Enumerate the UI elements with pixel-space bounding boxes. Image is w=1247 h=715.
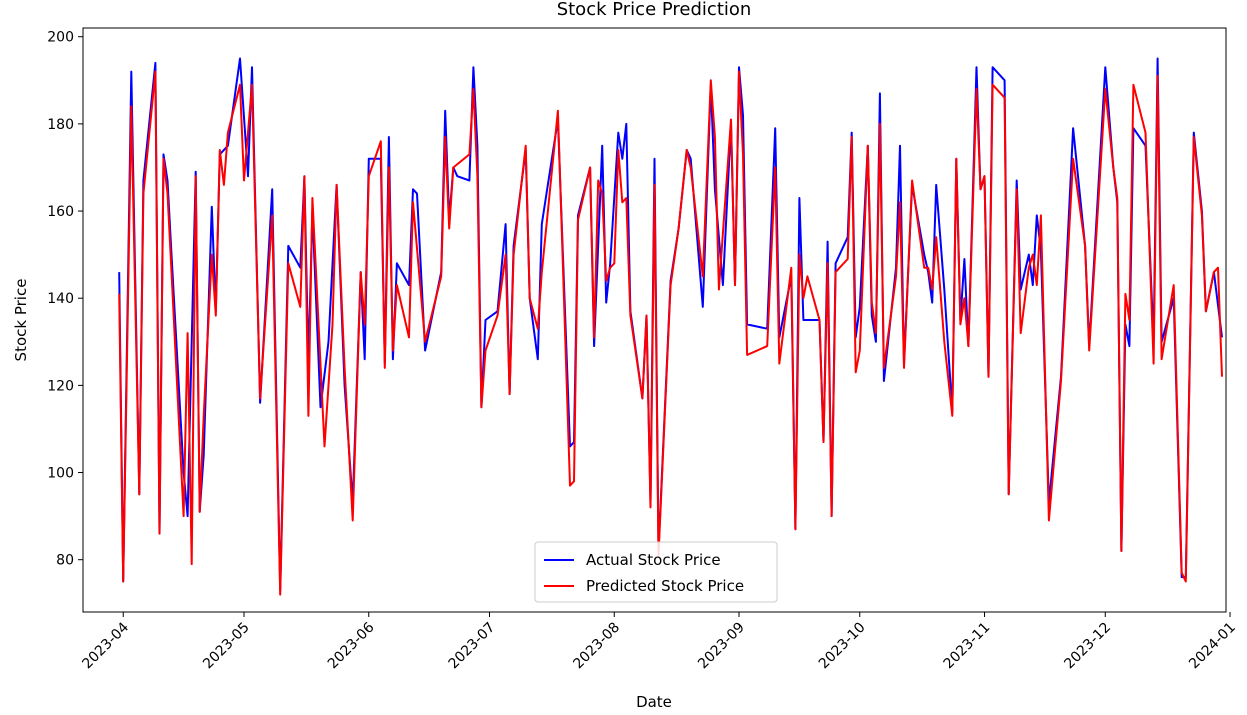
y-tick-label: 160 xyxy=(47,204,74,220)
x-tick-label: 2023-11 xyxy=(941,620,994,673)
y-tick-label: 100 xyxy=(47,466,74,482)
y-axis: 80 100 120 140 160 180 200 xyxy=(47,30,83,569)
legend-label: Actual Stock Price xyxy=(586,551,721,569)
y-tick-label: 80 xyxy=(56,553,74,569)
x-tick-label: 2023-10 xyxy=(816,620,869,673)
x-tick-label: 2023-04 xyxy=(79,619,132,672)
y-tick-label: 140 xyxy=(47,291,74,307)
x-axis-label: Date xyxy=(636,693,672,711)
legend-box xyxy=(534,541,778,603)
x-tick-label: 2023-09 xyxy=(695,620,748,673)
x-tick-label: 2024-01 xyxy=(1186,620,1239,673)
x-axis: 2023-04 2023-05 2023-06 2023-07 2023-08 2023-… xyxy=(79,612,1239,673)
x-tick-label: 2023-06 xyxy=(325,619,378,672)
x-tick-label: 2023-05 xyxy=(200,620,253,673)
plot-frame xyxy=(82,27,1227,613)
y-tick-label: 120 xyxy=(47,378,74,394)
chart-title: Stock Price Prediction xyxy=(557,0,752,20)
x-tick-label: 2023-07 xyxy=(446,620,499,673)
y-tick-label: 180 xyxy=(47,117,74,133)
x-tick-label: 2023-12 xyxy=(1061,620,1114,673)
series-line-predicted xyxy=(118,70,1223,596)
series-line-actual xyxy=(118,57,1223,592)
x-tick-label: 2023-08 xyxy=(570,620,623,673)
legend-label: Predicted Stock Price xyxy=(586,577,744,595)
legend: Actual Stock Price Predicted Stock Price xyxy=(534,541,778,603)
plot-area xyxy=(118,57,1223,596)
y-tick-label: 200 xyxy=(47,30,74,46)
y-axis-label: Stock Price xyxy=(12,279,30,362)
